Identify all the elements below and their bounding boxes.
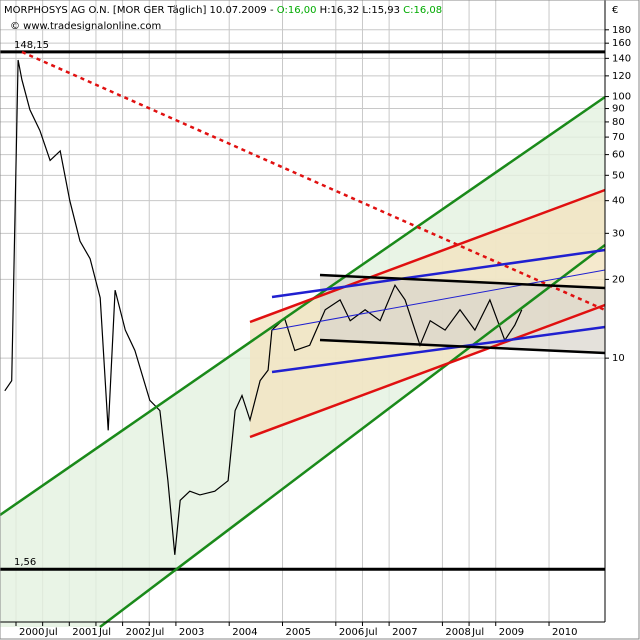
quote-open: O:16,00 xyxy=(277,5,317,16)
black-upper xyxy=(319,273,606,290)
header: MORPHOSYS AG O.N. [MOR GER Täglich] 10.0… xyxy=(4,5,442,16)
series-layer xyxy=(0,50,605,571)
y-tick-label: 100 xyxy=(612,92,631,103)
y-tick-label: 30 xyxy=(612,228,625,239)
x-tick-label: 2004 xyxy=(232,627,257,638)
y-tick-label: 160 xyxy=(612,38,631,49)
green-lower xyxy=(99,244,606,628)
y-tick-label: 70 xyxy=(612,132,625,143)
x-tick-label: Jul xyxy=(471,627,484,638)
x-tick-label: Jul xyxy=(45,627,58,638)
x-tick-label: 2003 xyxy=(179,627,204,638)
x-tick-label: 2007 xyxy=(392,627,417,638)
x-tick-label: Jul xyxy=(98,627,111,638)
x-tick-label: 2005 xyxy=(286,627,311,638)
x-tick-label: Jul xyxy=(364,627,377,638)
x-tick-label: 2006 xyxy=(339,627,364,638)
blue-middle xyxy=(271,269,606,331)
x-tick-label: 2008 xyxy=(445,627,470,638)
quote-low: L:15,93 xyxy=(362,5,400,16)
x-tick-label: Jul xyxy=(151,627,164,638)
level-label: 148,15 xyxy=(14,40,49,51)
red-lower xyxy=(249,303,606,439)
x-tick-label: 2002 xyxy=(126,627,151,638)
red-upper xyxy=(249,188,606,324)
y-tick-label: 180 xyxy=(612,25,631,36)
source: © www.tradesignalonline.com xyxy=(10,21,161,32)
green-upper xyxy=(0,95,606,517)
quote-high: H:16,32 xyxy=(320,5,360,16)
y-tick-label: 60 xyxy=(612,150,625,161)
y-tick-label: 140 xyxy=(612,53,631,64)
currency: € xyxy=(612,5,618,16)
x-tick-label: 2000 xyxy=(19,627,44,638)
price-line xyxy=(4,59,523,555)
y-tick-label: 10 xyxy=(612,353,625,364)
blue-upper xyxy=(271,248,606,299)
y-tick-label: 20 xyxy=(612,274,625,285)
level-label: 1,56 xyxy=(14,557,36,568)
y-tick-label: 80 xyxy=(612,117,625,128)
y-tick-label: 40 xyxy=(612,196,625,207)
y-tick-label: 120 xyxy=(612,71,631,82)
y-tick-label: 90 xyxy=(612,104,625,115)
red-dotted xyxy=(21,50,606,312)
x-tick-label: 2009 xyxy=(499,627,524,638)
black-lower xyxy=(319,338,606,355)
y-tick-label: 50 xyxy=(612,170,625,181)
blue-lower xyxy=(271,325,606,374)
chart-title: MORPHOSYS AG O.N. [MOR GER Täglich] 10.0… xyxy=(4,5,274,16)
x-tick-label: 2001 xyxy=(72,627,97,638)
x-tick-label: 2010 xyxy=(552,627,577,638)
quote-close: C:16,08 xyxy=(403,5,442,16)
